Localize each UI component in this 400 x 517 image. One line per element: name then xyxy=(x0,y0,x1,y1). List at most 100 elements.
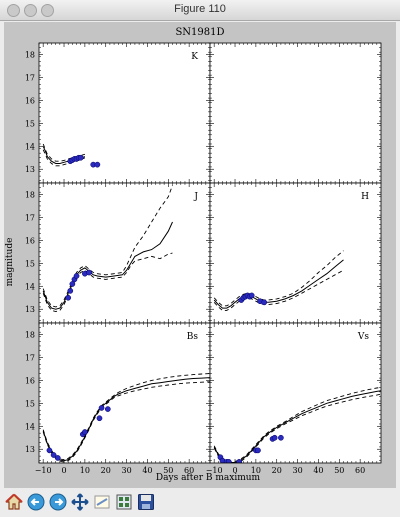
subplot-bs: −10 0 10 20 30 40 50 60 13 14 15 16 17 18 Bs xyxy=(25,322,211,475)
data-point xyxy=(236,459,243,463)
forward-arrow-icon[interactable] xyxy=(48,492,68,512)
y-tick-label: 18 xyxy=(25,190,35,199)
x-tick-label: 10 xyxy=(80,466,90,475)
data-point xyxy=(65,294,72,301)
data-point xyxy=(86,269,92,276)
subplots-group: 13 14 15 16 17 18 K 13 14 15 16 17 18 J H −10 0 10 20 30 40 5… xyxy=(25,42,382,475)
data-point xyxy=(248,292,255,299)
band-label: Vs xyxy=(357,332,369,342)
chart-svg: SN1981D magnitude Days after B maximum 1… xyxy=(5,27,382,483)
y-tick-label: 14 xyxy=(25,142,35,151)
y-tick-label: 13 xyxy=(25,445,35,454)
save-icon[interactable] xyxy=(136,492,156,512)
x-tick-label: −10 xyxy=(35,466,52,475)
y-tick-label: 17 xyxy=(25,353,35,362)
model-upper-dashed xyxy=(213,393,381,463)
zoom-icon[interactable] xyxy=(92,492,112,512)
plot-area xyxy=(42,373,210,463)
back-arrow-icon[interactable] xyxy=(26,492,46,512)
x-tick-label: 60 xyxy=(355,466,365,475)
data-point xyxy=(73,273,80,279)
data-point xyxy=(96,415,103,422)
x-tick-label: 50 xyxy=(163,466,173,475)
y-tick-label: 14 xyxy=(25,422,35,431)
data-point xyxy=(69,281,76,287)
axes-background xyxy=(210,323,381,463)
x-tick-label: 0 xyxy=(232,466,237,475)
axes-frame xyxy=(209,322,382,464)
band-label: K xyxy=(191,52,198,62)
y-tick-label: 15 xyxy=(25,399,35,408)
data-point xyxy=(261,299,268,306)
data-point xyxy=(225,459,232,463)
axes-background xyxy=(210,43,381,183)
data-point xyxy=(278,434,284,441)
window-title: Figure 110 xyxy=(174,3,226,15)
x-tick-label: 0 xyxy=(61,466,66,475)
x-axis-label: Days after B maximum xyxy=(156,473,261,483)
plot-area xyxy=(213,250,344,311)
model-line xyxy=(42,377,210,462)
data-point xyxy=(94,161,101,168)
model-upper-dashed xyxy=(42,252,173,312)
y-tick-label: 16 xyxy=(25,236,35,245)
band-label: J xyxy=(193,192,198,202)
y-tick-label: 18 xyxy=(25,330,35,339)
data-point xyxy=(82,429,88,435)
pan-icon[interactable] xyxy=(70,492,90,512)
plot-area xyxy=(42,143,101,168)
zoom-window-button[interactable] xyxy=(41,4,54,17)
x-tick-label: 30 xyxy=(121,466,131,475)
y-tick-label: 13 xyxy=(25,165,35,174)
data-point xyxy=(77,154,84,161)
y-tick-label: 15 xyxy=(25,259,35,268)
plot-area xyxy=(42,185,173,312)
y-tick-label: 14 xyxy=(25,282,35,291)
subplot-h: H xyxy=(209,182,382,324)
y-tick-label: 16 xyxy=(25,96,35,105)
x-tick-label: 50 xyxy=(334,466,344,475)
chart-title: SN1981D xyxy=(175,27,224,38)
x-tick-label: 20 xyxy=(272,466,282,475)
figure-canvas: SN1981D magnitude Days after B maximum 1… xyxy=(4,22,396,488)
plot-area xyxy=(213,386,381,463)
x-tick-label: 10 xyxy=(251,466,261,475)
y-tick-label: 13 xyxy=(25,305,35,314)
configure-subplots-icon[interactable] xyxy=(114,492,134,512)
close-window-button[interactable] xyxy=(7,4,20,17)
y-tick-label: 18 xyxy=(25,50,35,59)
band-label: Bs xyxy=(187,332,199,342)
data-point xyxy=(255,447,261,454)
y-tick-label: 15 xyxy=(25,119,35,128)
y-tick-label: 17 xyxy=(25,213,35,222)
y-axis-label: magnitude xyxy=(5,238,15,287)
y-tick-label: 16 xyxy=(25,376,35,385)
data-point xyxy=(104,406,111,412)
model-lower-dashed xyxy=(42,373,210,461)
data-point xyxy=(50,452,57,458)
axes-background xyxy=(39,43,210,183)
title-bar: Figure 110 xyxy=(0,0,400,21)
x-tick-label: 20 xyxy=(101,466,111,475)
x-tick-label: 40 xyxy=(142,466,152,475)
subplot-empty xyxy=(209,42,382,184)
data-point xyxy=(271,434,278,441)
y-tick-label: 17 xyxy=(25,73,35,82)
navigation-toolbar xyxy=(0,489,400,517)
x-tick-label: 60 xyxy=(184,466,194,475)
subplot-j: 13 14 15 16 17 18 J xyxy=(25,182,211,324)
x-tick-label: 30 xyxy=(292,466,302,475)
minimize-window-button[interactable] xyxy=(24,4,37,17)
subplot-vs: −10 0 10 20 30 40 50 60 Vs xyxy=(206,322,382,475)
data-point xyxy=(67,288,74,294)
band-label: H xyxy=(361,192,369,202)
data-point xyxy=(54,455,61,461)
axes-background xyxy=(39,323,210,463)
home-icon[interactable] xyxy=(4,492,24,512)
subplot-k: 13 14 15 16 17 18 K xyxy=(25,42,211,184)
data-point xyxy=(46,447,53,454)
x-tick-label: −10 xyxy=(206,466,223,475)
data-point xyxy=(98,405,105,411)
model-lower-dashed xyxy=(42,185,173,308)
